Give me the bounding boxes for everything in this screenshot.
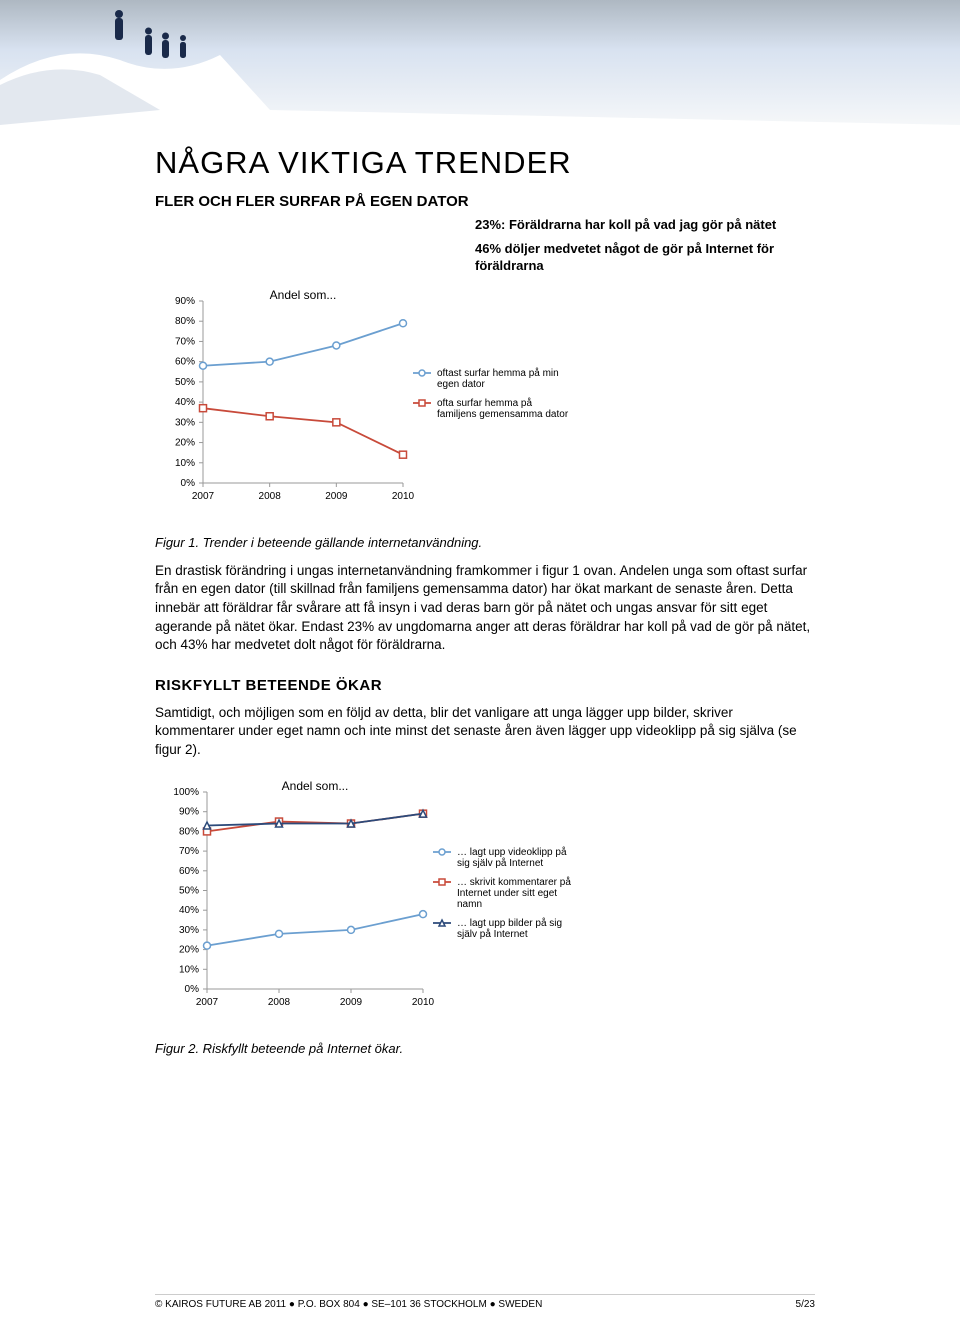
- svg-text:ofta surfar hemma på: ofta surfar hemma på: [437, 397, 532, 409]
- svg-text:10%: 10%: [175, 457, 195, 468]
- svg-text:80%: 80%: [179, 826, 199, 837]
- figure-2-caption: Figur 2. Riskfyllt beteende på Internet …: [155, 1041, 815, 1056]
- callouts: 23%: Föräldrarna har koll på vad jag gör…: [475, 216, 815, 275]
- svg-text:30%: 30%: [175, 417, 195, 428]
- svg-text:familjens gemensamma dator: familjens gemensamma dator: [437, 409, 569, 420]
- header-banner: [0, 0, 960, 125]
- svg-text:2010: 2010: [412, 997, 435, 1008]
- svg-text:100%: 100%: [173, 787, 199, 798]
- svg-text:namn: namn: [457, 899, 482, 910]
- page-title: NÅGRA VIKTIGA TRENDER: [155, 145, 815, 181]
- svg-text:egen dator: egen dator: [437, 379, 485, 390]
- paragraph-2: Samtidigt, och möjligen som en följd av …: [155, 704, 815, 760]
- svg-text:10%: 10%: [179, 964, 199, 975]
- svg-text:80%: 80%: [175, 316, 195, 327]
- svg-text:2007: 2007: [192, 491, 215, 502]
- svg-text:60%: 60%: [175, 356, 195, 367]
- svg-text:70%: 70%: [175, 336, 195, 347]
- svg-text:20%: 20%: [179, 944, 199, 955]
- svg-text:sig själv på Internet: sig själv på Internet: [457, 857, 543, 869]
- svg-text:20%: 20%: [175, 437, 195, 448]
- svg-text:0%: 0%: [185, 984, 200, 995]
- section-heading-1: FLER OCH FLER SURFAR PÅ EGEN DATOR: [155, 193, 815, 210]
- paragraph-1: En drastisk förändring i ungas interneta…: [155, 562, 815, 655]
- svg-text:70%: 70%: [179, 846, 199, 857]
- svg-text:90%: 90%: [179, 806, 199, 817]
- svg-text:… skrivit kommentarer på: … skrivit kommentarer på: [457, 876, 571, 888]
- section-heading-2: RISKFYLLT BETEENDE ÖKAR: [155, 677, 815, 694]
- footer-text: © KAIROS FUTURE AB 2011 ● P.O. BOX 804 ●…: [155, 1299, 542, 1310]
- svg-text:40%: 40%: [175, 397, 195, 408]
- svg-text:oftast surfar hemma på min: oftast surfar hemma på min: [437, 367, 559, 379]
- page-number: 5/23: [796, 1299, 815, 1310]
- svg-text:40%: 40%: [179, 905, 199, 916]
- callout-2: 46% döljer medvetet något de gör på Inte…: [475, 240, 815, 275]
- svg-text:2008: 2008: [268, 997, 291, 1008]
- svg-text:… lagt upp bilder på sig: … lagt upp bilder på sig: [457, 917, 562, 929]
- svg-text:2010: 2010: [392, 491, 415, 502]
- figure-1-caption: Figur 1. Trender i beteende gällande int…: [155, 535, 815, 550]
- svg-text:Internet under sitt eget: Internet under sitt eget: [457, 888, 557, 899]
- svg-text:själv på Internet: själv på Internet: [457, 928, 528, 940]
- svg-text:… lagt upp videoklipp på: … lagt upp videoklipp på: [457, 846, 567, 858]
- svg-text:2009: 2009: [325, 491, 348, 502]
- chart-2: Andel som... 0% 10% 20% 30% 40% 50% 60% 70% 80% 90…: [155, 774, 815, 1029]
- svg-text:2008: 2008: [259, 491, 282, 502]
- svg-text:2007: 2007: [196, 997, 219, 1008]
- svg-text:50%: 50%: [175, 377, 195, 388]
- svg-text:60%: 60%: [179, 865, 199, 876]
- svg-text:Andel som...: Andel som...: [270, 288, 337, 302]
- chart-1: Andel som... 0% 10% 20% 30% 40% 50% 60% 70% 80% 90…: [155, 283, 815, 523]
- svg-text:Andel som...: Andel som...: [282, 779, 349, 793]
- svg-text:2009: 2009: [340, 997, 363, 1008]
- callout-1: 23%: Föräldrarna har koll på vad jag gör…: [475, 216, 815, 234]
- svg-text:90%: 90%: [175, 296, 195, 307]
- page-footer: © KAIROS FUTURE AB 2011 ● P.O. BOX 804 ●…: [155, 1294, 815, 1310]
- svg-text:0%: 0%: [181, 478, 196, 489]
- svg-text:50%: 50%: [179, 885, 199, 896]
- svg-text:30%: 30%: [179, 925, 199, 936]
